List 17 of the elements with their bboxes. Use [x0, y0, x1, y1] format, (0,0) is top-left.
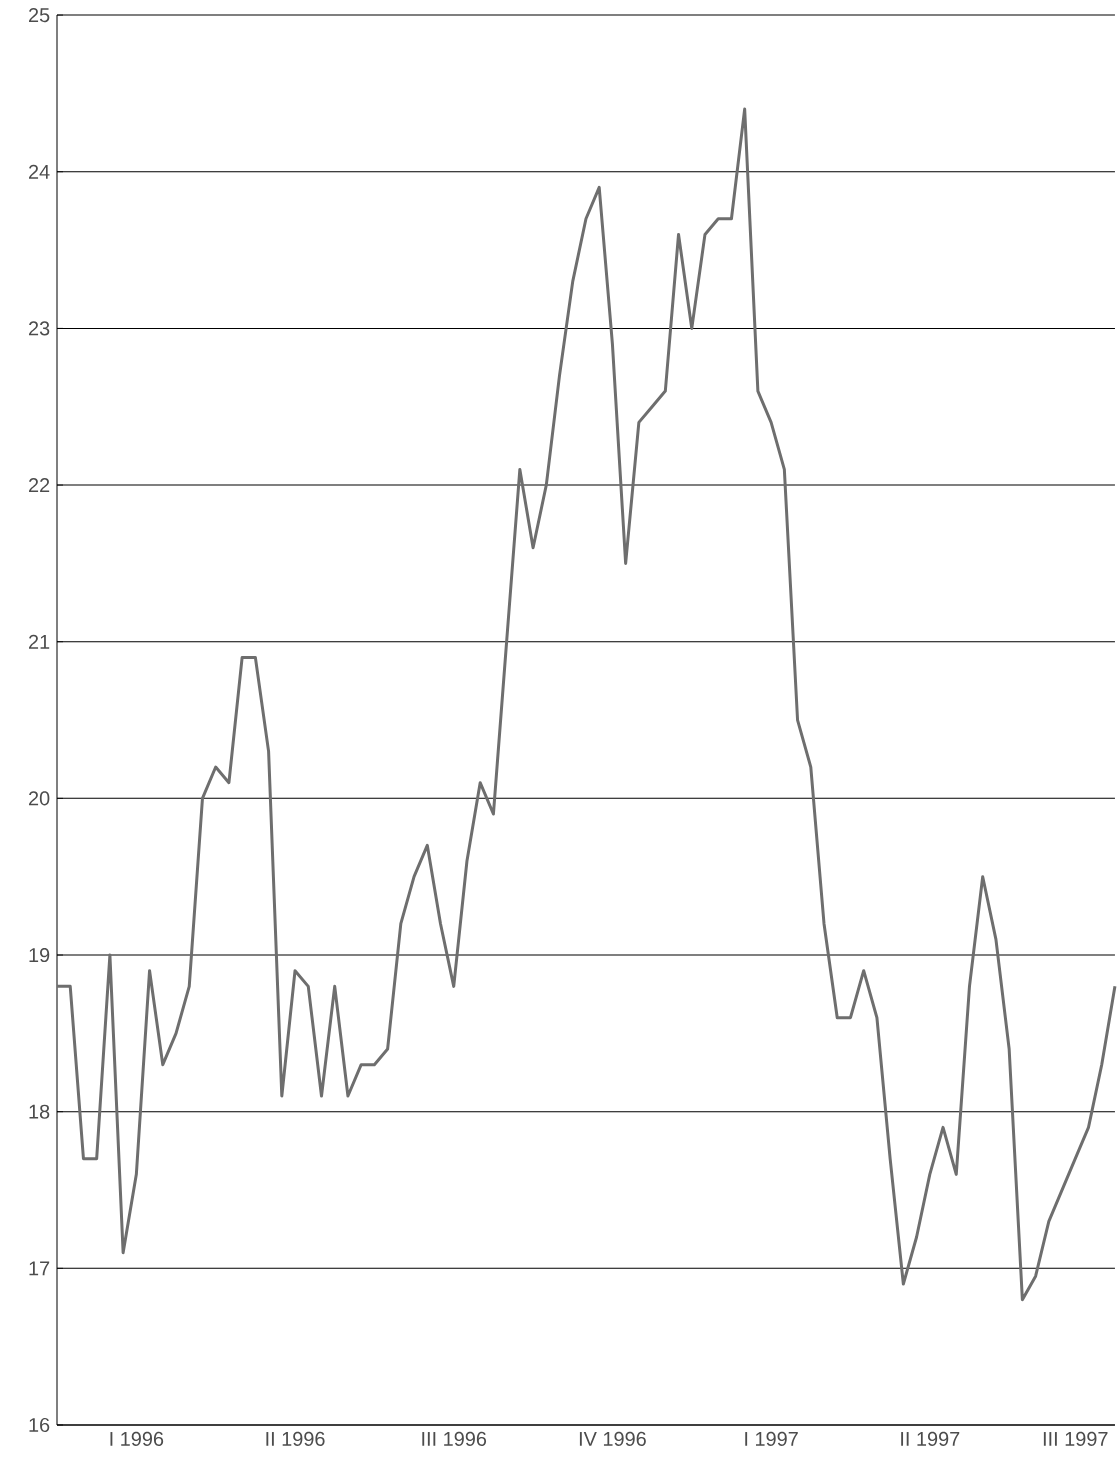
- x-tick-label: II 1997: [901, 1431, 960, 1446]
- x-tick-label: I 1996: [110, 1431, 164, 1446]
- y-tick-label: 17: [29, 1261, 50, 1276]
- y-tick-label: 20: [29, 791, 50, 806]
- x-tick-label: III 1996: [422, 1431, 487, 1446]
- y-tick-label: 25: [29, 8, 50, 23]
- y-tick-label: 16: [29, 1417, 50, 1433]
- y-tick-label: 21: [29, 634, 50, 649]
- x-tick-label: IV 1996: [579, 1431, 646, 1446]
- x-tick-label: III 1997: [1043, 1431, 1108, 1446]
- y-tick-label: 24: [29, 164, 50, 179]
- x-tick-label: I 1997: [745, 1431, 798, 1446]
- y-tick-label: 22: [29, 478, 50, 493]
- y-tick-label: 19: [29, 947, 50, 963]
- x-tick-label: II 1996: [266, 1431, 325, 1446]
- y-tick-label: 18: [29, 1104, 50, 1119]
- y-tick-label: 23: [29, 321, 50, 336]
